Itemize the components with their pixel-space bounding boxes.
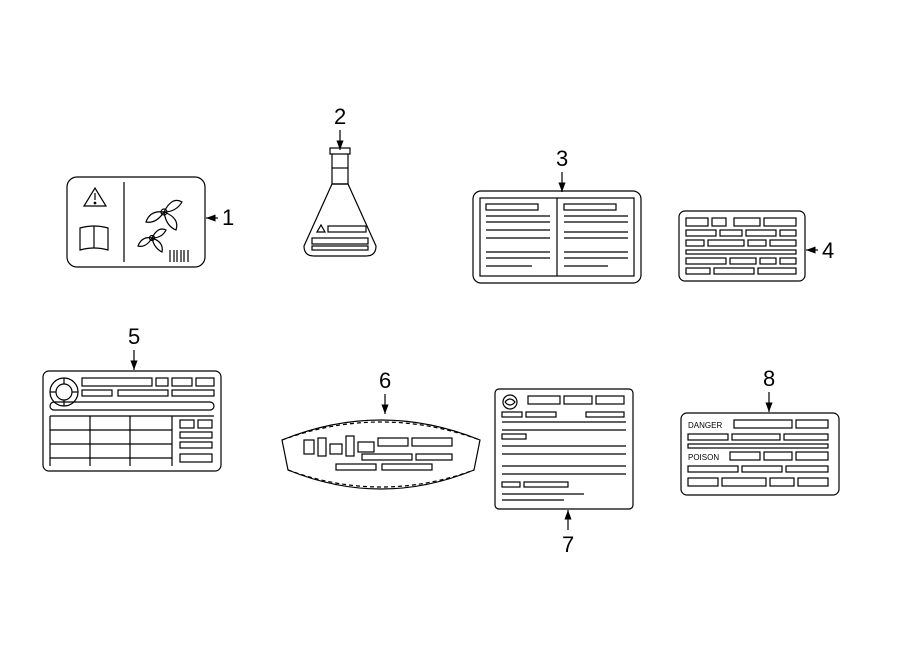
labels-diagram: DANGER POISON xyxy=(0,0,900,662)
callout-2: 2 xyxy=(334,104,346,130)
callout-1: 1 xyxy=(222,205,234,231)
callout-4: 4 xyxy=(822,238,834,264)
callout-5: 5 xyxy=(128,324,140,350)
callout-6: 6 xyxy=(379,368,391,394)
callout-7: 7 xyxy=(562,532,574,558)
callout-3: 3 xyxy=(556,146,568,172)
callout-8: 8 xyxy=(763,366,775,392)
